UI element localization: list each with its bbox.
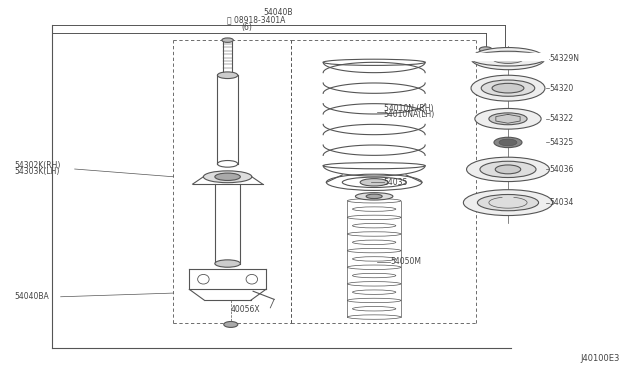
Ellipse shape <box>471 75 545 101</box>
Text: Ⓝ 08918-3401A: Ⓝ 08918-3401A <box>227 15 285 24</box>
Ellipse shape <box>475 109 541 129</box>
Text: 54040BA: 54040BA <box>14 292 49 301</box>
Ellipse shape <box>480 161 536 177</box>
Ellipse shape <box>360 179 388 186</box>
Ellipse shape <box>222 38 234 42</box>
Text: J40100E3: J40100E3 <box>580 354 620 363</box>
Ellipse shape <box>215 173 241 180</box>
Ellipse shape <box>489 113 527 125</box>
Ellipse shape <box>481 80 535 96</box>
Text: 54302K(RH): 54302K(RH) <box>14 161 61 170</box>
Text: 54320: 54320 <box>549 84 573 93</box>
Ellipse shape <box>215 260 241 267</box>
Ellipse shape <box>355 193 393 200</box>
Text: 54036: 54036 <box>549 165 574 174</box>
Ellipse shape <box>495 165 521 174</box>
Text: 40056X: 40056X <box>231 305 260 314</box>
Ellipse shape <box>224 321 238 327</box>
Ellipse shape <box>492 54 524 63</box>
Text: 54329N: 54329N <box>549 54 579 63</box>
Text: 54010N (RH): 54010N (RH) <box>384 104 433 113</box>
Ellipse shape <box>467 157 549 182</box>
Ellipse shape <box>479 47 492 52</box>
Text: 54325: 54325 <box>549 138 573 147</box>
Ellipse shape <box>463 190 552 215</box>
Ellipse shape <box>497 48 513 55</box>
Text: 54303K(LH): 54303K(LH) <box>14 167 60 176</box>
Text: 54035: 54035 <box>384 178 408 187</box>
Text: 54010NA(LH): 54010NA(LH) <box>384 109 435 119</box>
Ellipse shape <box>499 139 517 146</box>
Ellipse shape <box>366 194 382 199</box>
Ellipse shape <box>204 171 252 183</box>
Text: 54050M: 54050M <box>390 257 421 266</box>
Text: 54040B: 54040B <box>264 8 293 17</box>
Ellipse shape <box>218 72 238 78</box>
Text: 54322: 54322 <box>549 114 573 123</box>
Ellipse shape <box>477 195 539 211</box>
Text: (6): (6) <box>241 23 252 32</box>
Ellipse shape <box>471 48 545 70</box>
Ellipse shape <box>494 137 522 148</box>
Ellipse shape <box>492 83 524 93</box>
Text: 54034: 54034 <box>549 198 574 207</box>
